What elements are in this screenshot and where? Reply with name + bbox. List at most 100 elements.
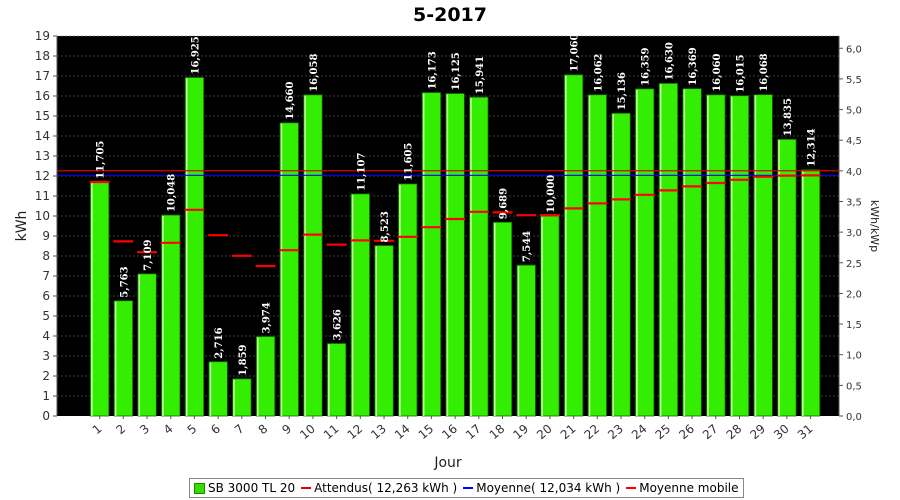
bar xyxy=(540,215,560,417)
x-tick-label: 2 xyxy=(113,422,128,438)
legend-item-moving-average: Moyenne mobile xyxy=(626,481,739,495)
x-tick-label: 25 xyxy=(653,422,674,443)
x-tick-label: 4 xyxy=(161,422,176,438)
bar-value-label: 15,941 xyxy=(475,56,486,94)
bar xyxy=(611,112,631,417)
bar xyxy=(208,361,228,417)
bar-value-label: 3,974 xyxy=(262,302,273,333)
bar-value-label: 16,015 xyxy=(735,54,746,92)
x-tick-label: 3 xyxy=(137,422,152,438)
bar xyxy=(374,245,394,417)
x-tick-label: 19 xyxy=(510,422,531,443)
y2-tick-label: 4,0 xyxy=(846,167,862,178)
y-tick-label: 2 xyxy=(42,369,50,383)
legend-label-expected: Attendus( 12,263 kWh ) xyxy=(314,481,458,495)
bar-value-label: 12,314 xyxy=(807,128,818,166)
y-tick-label: 8 xyxy=(42,249,50,263)
legend-swatch-expected xyxy=(301,487,312,489)
bar xyxy=(421,92,442,417)
x-tick-label: 13 xyxy=(368,422,389,443)
bar-value-label: 9,689 xyxy=(499,188,510,219)
x-tick-label: 18 xyxy=(487,422,508,443)
y-tick-label: 4 xyxy=(42,329,50,343)
y2-tick-label: 4,5 xyxy=(846,136,862,147)
bar xyxy=(161,214,181,417)
x-tick-label: 5 xyxy=(185,422,200,438)
bar-value-label: 16,062 xyxy=(593,53,604,91)
chart-title: 5-2017 xyxy=(413,4,487,26)
bar-value-label: 1,859 xyxy=(238,344,249,375)
y-tick-label: 12 xyxy=(35,169,50,183)
y-tick-label: 18 xyxy=(35,49,50,63)
x-tick-label: 26 xyxy=(676,422,697,443)
y-tick-label: 7 xyxy=(42,269,50,283)
y-tick-label: 1 xyxy=(42,389,50,403)
y-tick-label: 11 xyxy=(35,189,50,203)
bar xyxy=(753,94,773,417)
x-tick-label: 28 xyxy=(724,422,745,443)
x-tick-label: 21 xyxy=(558,422,579,443)
bar-value-label: 16,058 xyxy=(309,54,320,92)
bar-value-label: 5,763 xyxy=(119,266,130,297)
bar xyxy=(682,88,702,417)
bar xyxy=(587,94,607,417)
bar xyxy=(137,273,157,417)
x-tick-label: 22 xyxy=(582,422,603,443)
y-tick-label: 15 xyxy=(35,109,50,123)
y2-axis-ticks: 0,0 0,5 1,0 1,5 2,0 2,5 3,0 3,5 4,0 4,5 5,0 5,5 6,0 xyxy=(838,36,862,423)
bar xyxy=(113,300,133,417)
bar-value-label: 10,048 xyxy=(167,174,178,212)
y-tick-label: 13 xyxy=(35,149,50,163)
x-tick-label: 16 xyxy=(439,422,460,443)
x-tick-label: 29 xyxy=(747,422,768,443)
legend-item-expected: Attendus( 12,263 kWh ) xyxy=(301,481,457,495)
y-tick-label: 9 xyxy=(42,229,50,243)
x-tick-label: 1 xyxy=(90,422,105,438)
moving-average-marks xyxy=(89,174,821,268)
bar-value-label: 17,060 xyxy=(570,33,581,71)
y2-tick-label: 0,5 xyxy=(846,381,862,392)
bar xyxy=(777,138,797,417)
bar-value-label: 11,107 xyxy=(356,153,367,191)
bar-value-label: 2,716 xyxy=(214,327,225,358)
x-tick-label: 12 xyxy=(345,422,366,443)
x-tick-label: 17 xyxy=(463,422,484,443)
y2-axis-label: kWh/kWp xyxy=(868,200,881,252)
legend-item-average: Moyenne( 12,034 kWh ) xyxy=(463,481,620,495)
bar-value-label: 3,626 xyxy=(333,309,344,340)
bar xyxy=(729,95,750,417)
legend-label-moving-average: Moyenne mobile xyxy=(639,481,739,495)
bar xyxy=(279,122,299,417)
bar-value-label: 10,000 xyxy=(546,175,557,213)
bar xyxy=(445,93,465,417)
x-tick-label: 24 xyxy=(629,422,650,443)
x-tick-label: 9 xyxy=(279,422,294,438)
x-tick-label: 31 xyxy=(795,422,816,443)
bar xyxy=(303,94,323,417)
y2-tick-label: 3,0 xyxy=(846,228,862,239)
y-tick-label: 6 xyxy=(42,289,50,303)
y-tick-label: 10 xyxy=(35,209,50,223)
y-tick-label: 19 xyxy=(35,29,50,43)
bar-value-label: 13,835 xyxy=(783,98,794,136)
x-tick-label: 23 xyxy=(605,422,626,443)
y-tick-label: 5 xyxy=(42,309,50,323)
x-tick-label: 8 xyxy=(256,422,271,438)
bar-value-label: 7,109 xyxy=(143,239,154,270)
bar-value-label: 16,173 xyxy=(427,51,438,89)
bar xyxy=(492,221,513,417)
bar xyxy=(350,193,370,417)
legend-swatch-average xyxy=(463,487,474,489)
bar xyxy=(658,83,679,417)
y-axis-label: kWh xyxy=(14,211,30,242)
bar xyxy=(469,96,489,417)
legend-label-average: Moyenne( 12,034 kWh ) xyxy=(476,481,621,495)
bar-value-label: 11,705 xyxy=(96,141,107,179)
x-tick-label: 11 xyxy=(321,422,342,443)
legend-item-production: SB 3000 TL 20 xyxy=(194,481,295,495)
x-tick-label: 15 xyxy=(416,422,437,443)
x-tick-label: 30 xyxy=(771,422,792,443)
bar xyxy=(706,94,726,417)
x-tick-label: 20 xyxy=(534,422,555,443)
